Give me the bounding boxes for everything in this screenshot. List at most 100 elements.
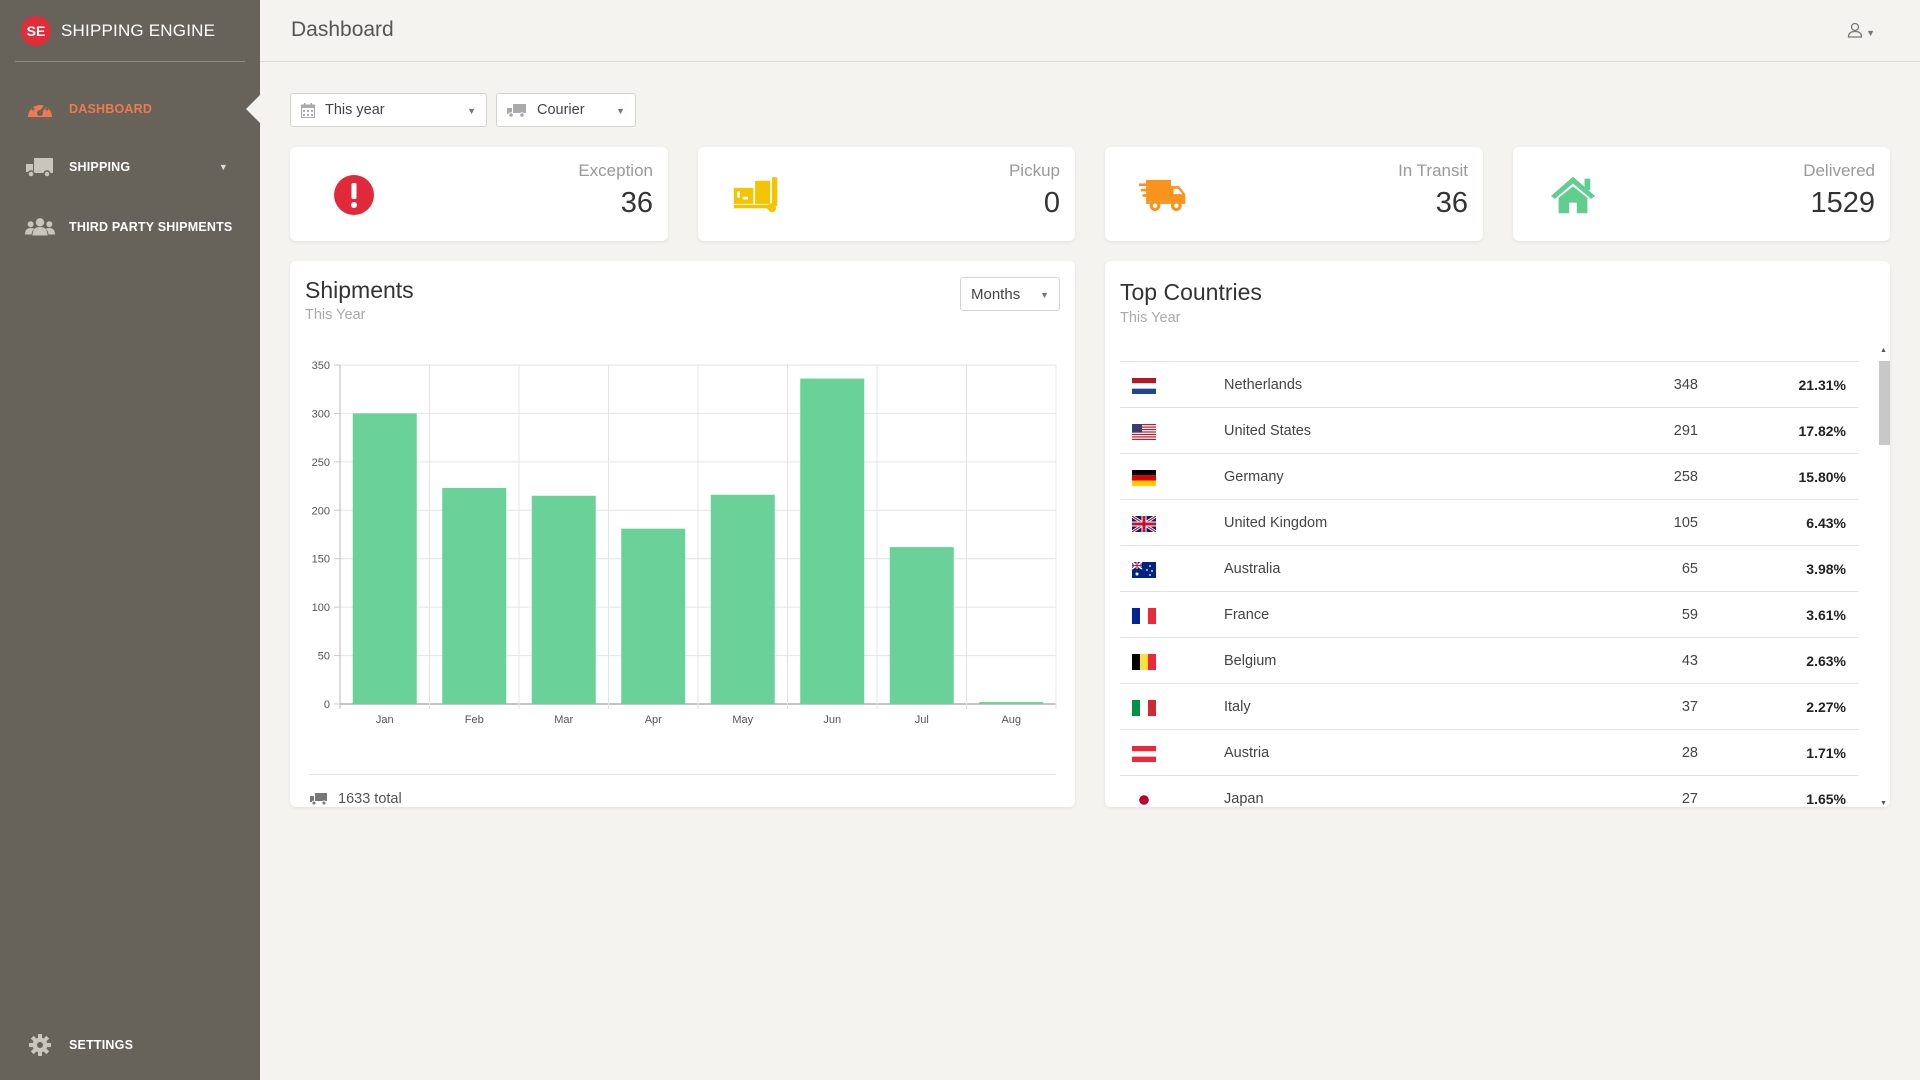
exclamation-circle-icon bbox=[330, 172, 378, 217]
shipments-card: Shipments This Year Months ▼ 0 50 100 150 20… bbox=[290, 261, 1075, 807]
chevron-down-icon: ▼ bbox=[616, 106, 625, 116]
country-name: Japan bbox=[1224, 791, 1264, 807]
x-tick-label: May bbox=[732, 714, 753, 726]
users-icon bbox=[25, 215, 55, 239]
country-count: 105 bbox=[1673, 515, 1698, 531]
bar-apr bbox=[621, 528, 686, 704]
courier-select[interactable]: Courier ▼ bbox=[496, 93, 636, 127]
flag-it-icon bbox=[1132, 700, 1156, 716]
active-indicator bbox=[246, 95, 260, 123]
y-tick-label: 50 bbox=[318, 651, 330, 663]
brand-logo: SE bbox=[21, 15, 51, 46]
chevron-down-icon: ▼ bbox=[218, 162, 228, 172]
truck-icon bbox=[507, 103, 527, 118]
country-count: 27 bbox=[1681, 791, 1698, 807]
dolly-icon bbox=[732, 172, 780, 217]
total-row: 1633 total bbox=[310, 774, 1056, 807]
countries-table: Netherlands 348 21.31% United States 291 17.8… bbox=[1120, 361, 1858, 807]
table-row[interactable]: United Kingdom 105 6.43% bbox=[1120, 499, 1858, 545]
truck-icon bbox=[25, 155, 55, 179]
country-name: Netherlands bbox=[1224, 377, 1303, 393]
y-tick-label: 250 bbox=[312, 457, 330, 469]
table-row[interactable]: Belgium 43 2.63% bbox=[1120, 637, 1858, 683]
scroll-down-icon[interactable]: ▼ bbox=[1880, 800, 1887, 807]
stat-card-delivered[interactable]: Delivered 1529 bbox=[1513, 147, 1890, 241]
country-name: Belgium bbox=[1224, 653, 1277, 669]
table-row[interactable]: Italy 37 2.27% bbox=[1120, 683, 1858, 729]
bar-aug bbox=[979, 702, 1044, 704]
sidebar-item-third-party-shipments[interactable]: THIRD PARTY SHIPMENTS bbox=[0, 202, 260, 252]
stat-label: Pickup bbox=[1008, 161, 1060, 180]
card-title: Shipments bbox=[305, 277, 414, 303]
sidebar-item-label: DASHBOARD bbox=[69, 102, 153, 116]
sidebar-item-label: THIRD PARTY SHIPMENTS bbox=[69, 220, 233, 234]
group-by-value: Months bbox=[971, 285, 1021, 303]
scroll-thumb[interactable] bbox=[1879, 361, 1890, 445]
bar-jul bbox=[889, 547, 954, 704]
card-title: Top Countries bbox=[1120, 279, 1262, 305]
stat-label: Exception bbox=[578, 161, 653, 180]
stat-card-exception[interactable]: Exception 36 bbox=[290, 147, 668, 241]
y-tick-label: 100 bbox=[312, 602, 330, 614]
country-name: Australia bbox=[1224, 561, 1281, 577]
group-by-select[interactable]: Months ▼ bbox=[960, 277, 1060, 311]
table-row[interactable]: United States 291 17.82% bbox=[1120, 407, 1858, 453]
country-name: United States bbox=[1224, 423, 1312, 439]
country-percent: 3.98% bbox=[1806, 561, 1846, 577]
sidebar-item-label: SHIPPING bbox=[69, 160, 131, 174]
top-countries-viewport: Top Countries This Year Netherlands 348 21… bbox=[1105, 261, 1890, 807]
country-percent: 3.61% bbox=[1806, 607, 1846, 623]
user-menu[interactable]: ▼ bbox=[1847, 22, 1875, 43]
sidebar-item-dashboard[interactable]: DASHBOARD bbox=[0, 84, 260, 134]
table-row[interactable]: Japan 27 1.65% bbox=[1120, 775, 1858, 807]
table-row[interactable]: France 59 3.61% bbox=[1120, 591, 1858, 637]
scrollbar[interactable]: ▲ ▼ bbox=[1876, 347, 1890, 807]
bar-jan bbox=[352, 413, 417, 704]
country-count: 65 bbox=[1681, 561, 1698, 577]
sidebar-item-shipping[interactable]: SHIPPING ▼ bbox=[0, 142, 260, 192]
flag-gb-icon bbox=[1132, 516, 1156, 532]
speedometer-icon bbox=[25, 97, 55, 121]
stat-card-pickup[interactable]: Pickup 0 bbox=[698, 147, 1075, 241]
country-name: United Kingdom bbox=[1224, 515, 1328, 531]
flag-us-icon bbox=[1132, 424, 1156, 440]
flag-be-icon bbox=[1132, 654, 1156, 670]
country-count: 28 bbox=[1681, 745, 1698, 761]
stat-value: 36 bbox=[620, 187, 653, 219]
chevron-down-icon: ▼ bbox=[1866, 27, 1875, 38]
calendar-icon bbox=[301, 102, 315, 118]
table-row[interactable]: Germany 258 15.80% bbox=[1120, 453, 1858, 499]
chevron-down-icon: ▼ bbox=[467, 106, 476, 116]
y-tick-label: 150 bbox=[312, 554, 330, 566]
shipments-chart: 0 50 100 150 200 250 300 350 Jan Feb Mar Apr May Jun J… bbox=[312, 360, 1057, 726]
country-percent: 15.80% bbox=[1798, 469, 1846, 485]
x-tick-label: Jan bbox=[376, 714, 394, 726]
x-tick-label: Feb bbox=[465, 714, 484, 726]
period-select[interactable]: This year ▼ bbox=[290, 93, 487, 127]
stat-label: Delivered bbox=[1803, 161, 1875, 180]
stat-value: 36 bbox=[1435, 187, 1468, 219]
brand[interactable]: SE SHIPPING ENGINE bbox=[15, 0, 245, 62]
scroll-up-icon[interactable]: ▲ bbox=[1880, 347, 1887, 354]
fast-truck-icon bbox=[1139, 172, 1187, 217]
table-row[interactable]: Netherlands 348 21.31% bbox=[1120, 361, 1858, 407]
table-row[interactable]: Australia 65 3.98% bbox=[1120, 545, 1858, 591]
sidebar: SE SHIPPING ENGINE DASHBOARD SHIPPING ▼ … bbox=[0, 0, 260, 1080]
sidebar-item-settings[interactable]: SETTINGS bbox=[0, 1020, 260, 1070]
bar-mar bbox=[531, 495, 596, 704]
country-percent: 17.82% bbox=[1798, 423, 1846, 439]
country-count: 37 bbox=[1681, 699, 1698, 715]
country-count: 291 bbox=[1673, 423, 1698, 439]
courier-select-value: Courier bbox=[537, 102, 585, 118]
flag-nl-icon bbox=[1132, 378, 1156, 394]
table-row[interactable]: Austria 28 1.71% bbox=[1120, 729, 1858, 775]
y-tick-label: 350 bbox=[312, 360, 330, 372]
stat-card-in-transit[interactable]: In Transit 36 bbox=[1105, 147, 1483, 241]
bar-jun bbox=[800, 378, 865, 704]
gear-icon bbox=[25, 1033, 55, 1057]
sidebar-item-label: SETTINGS bbox=[69, 1038, 134, 1052]
user-icon bbox=[1847, 22, 1863, 43]
country-percent: 21.31% bbox=[1798, 377, 1846, 393]
period-select-value: This year bbox=[325, 102, 385, 118]
y-tick-label: 200 bbox=[312, 505, 330, 517]
